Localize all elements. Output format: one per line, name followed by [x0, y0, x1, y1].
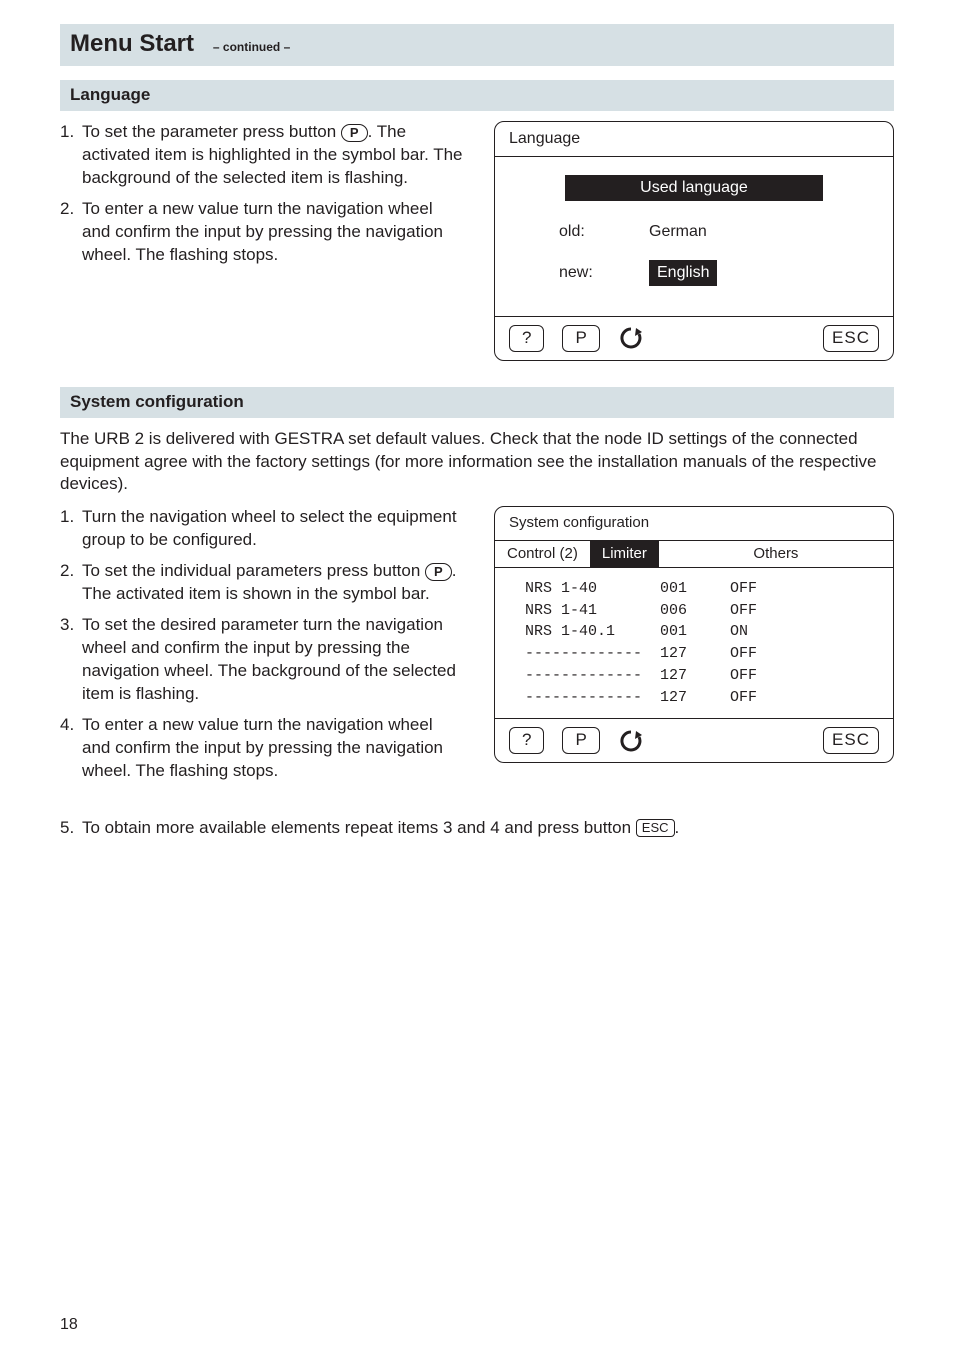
page-number: 18 [60, 1314, 78, 1336]
sysconf-step5: 5. To obtain more available elements rep… [60, 817, 894, 840]
step-2: 2. To enter a new value turn the navigat… [82, 198, 464, 267]
new-language-row: new: English [559, 260, 853, 286]
tab-limiter[interactable]: Limiter [590, 541, 659, 567]
section-heading-sysconf: System configuration [60, 387, 894, 418]
table-row: NRS 1-40001OFF [525, 578, 869, 600]
panel-title: Language [495, 122, 893, 157]
table-row: -------------127OFF [525, 687, 869, 709]
tab-others[interactable]: Others [659, 541, 893, 567]
tab-row: Control (2) Limiter Others [495, 541, 893, 568]
sysconf-table: NRS 1-40001OFF NRS 1-41006OFF NRS 1-40.1… [495, 568, 893, 719]
page-title-bar: Menu Start – continued – [60, 24, 894, 66]
help-button[interactable]: ? [509, 325, 544, 352]
table-row: NRS 1-41006OFF [525, 600, 869, 622]
page-title: Menu Start [70, 30, 194, 57]
sys-step-5: 5. To obtain more available elements rep… [82, 817, 894, 840]
table-row: -------------127OFF [525, 643, 869, 665]
sys-step-1: 1. Turn the navigation wheel to select t… [82, 506, 464, 552]
sysconf-intro: The URB 2 is delivered with GESTRA set d… [60, 428, 894, 497]
language-steps: 1. To set the parameter press button P. … [60, 121, 464, 267]
page-subtitle: – continued – [213, 40, 290, 54]
step-1: 1. To set the parameter press button P. … [82, 121, 464, 190]
sys-step-4: 4. To enter a new value turn the navigat… [82, 714, 464, 783]
p-button[interactable]: P [562, 325, 599, 352]
sysconf-steps: 1. Turn the navigation wheel to select t… [60, 506, 464, 782]
p-key-icon: P [425, 563, 452, 581]
used-language-strip: Used language [565, 175, 823, 201]
p-key-icon: P [341, 124, 368, 142]
new-language-value[interactable]: English [649, 260, 717, 286]
sys-step-2: 2. To set the individual parameters pres… [82, 560, 464, 606]
panel-footer: ? P ESC [495, 316, 893, 360]
esc-key-icon: ESC [636, 819, 675, 837]
help-button[interactable]: ? [509, 727, 544, 754]
table-row: NRS 1-40.1001ON [525, 621, 869, 643]
esc-button[interactable]: ESC [823, 727, 879, 754]
language-panel: Language Used language old: German new: … [494, 121, 894, 360]
old-language-value: German [649, 221, 707, 243]
refresh-icon[interactable] [618, 728, 644, 754]
refresh-icon[interactable] [618, 325, 644, 351]
sysconf-panel: System configuration Control (2) Limiter… [494, 506, 894, 763]
section-heading-language: Language [60, 80, 894, 111]
p-button[interactable]: P [562, 727, 599, 754]
tab-control[interactable]: Control (2) [495, 541, 590, 567]
panel-footer: ? P ESC [495, 718, 893, 762]
table-row: -------------127OFF [525, 665, 869, 687]
sys-step-3: 3. To set the desired parameter turn the… [82, 614, 464, 706]
panel-title: System configuration [495, 507, 893, 540]
esc-button[interactable]: ESC [823, 325, 879, 352]
old-language-row: old: German [559, 221, 853, 243]
